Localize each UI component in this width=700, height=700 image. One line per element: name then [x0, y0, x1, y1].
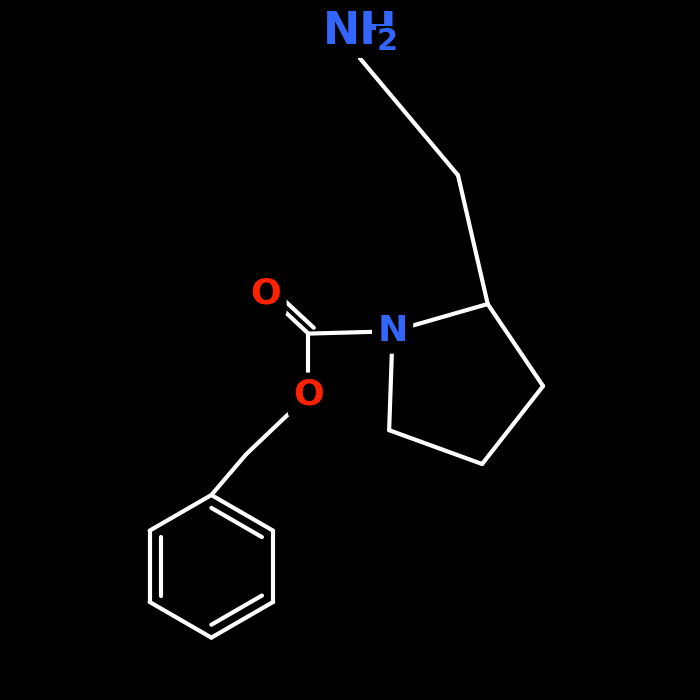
Text: O: O: [251, 277, 281, 311]
Text: NH: NH: [323, 10, 397, 53]
Text: O: O: [293, 378, 324, 412]
Text: N: N: [377, 314, 408, 349]
Text: 2: 2: [377, 27, 398, 56]
